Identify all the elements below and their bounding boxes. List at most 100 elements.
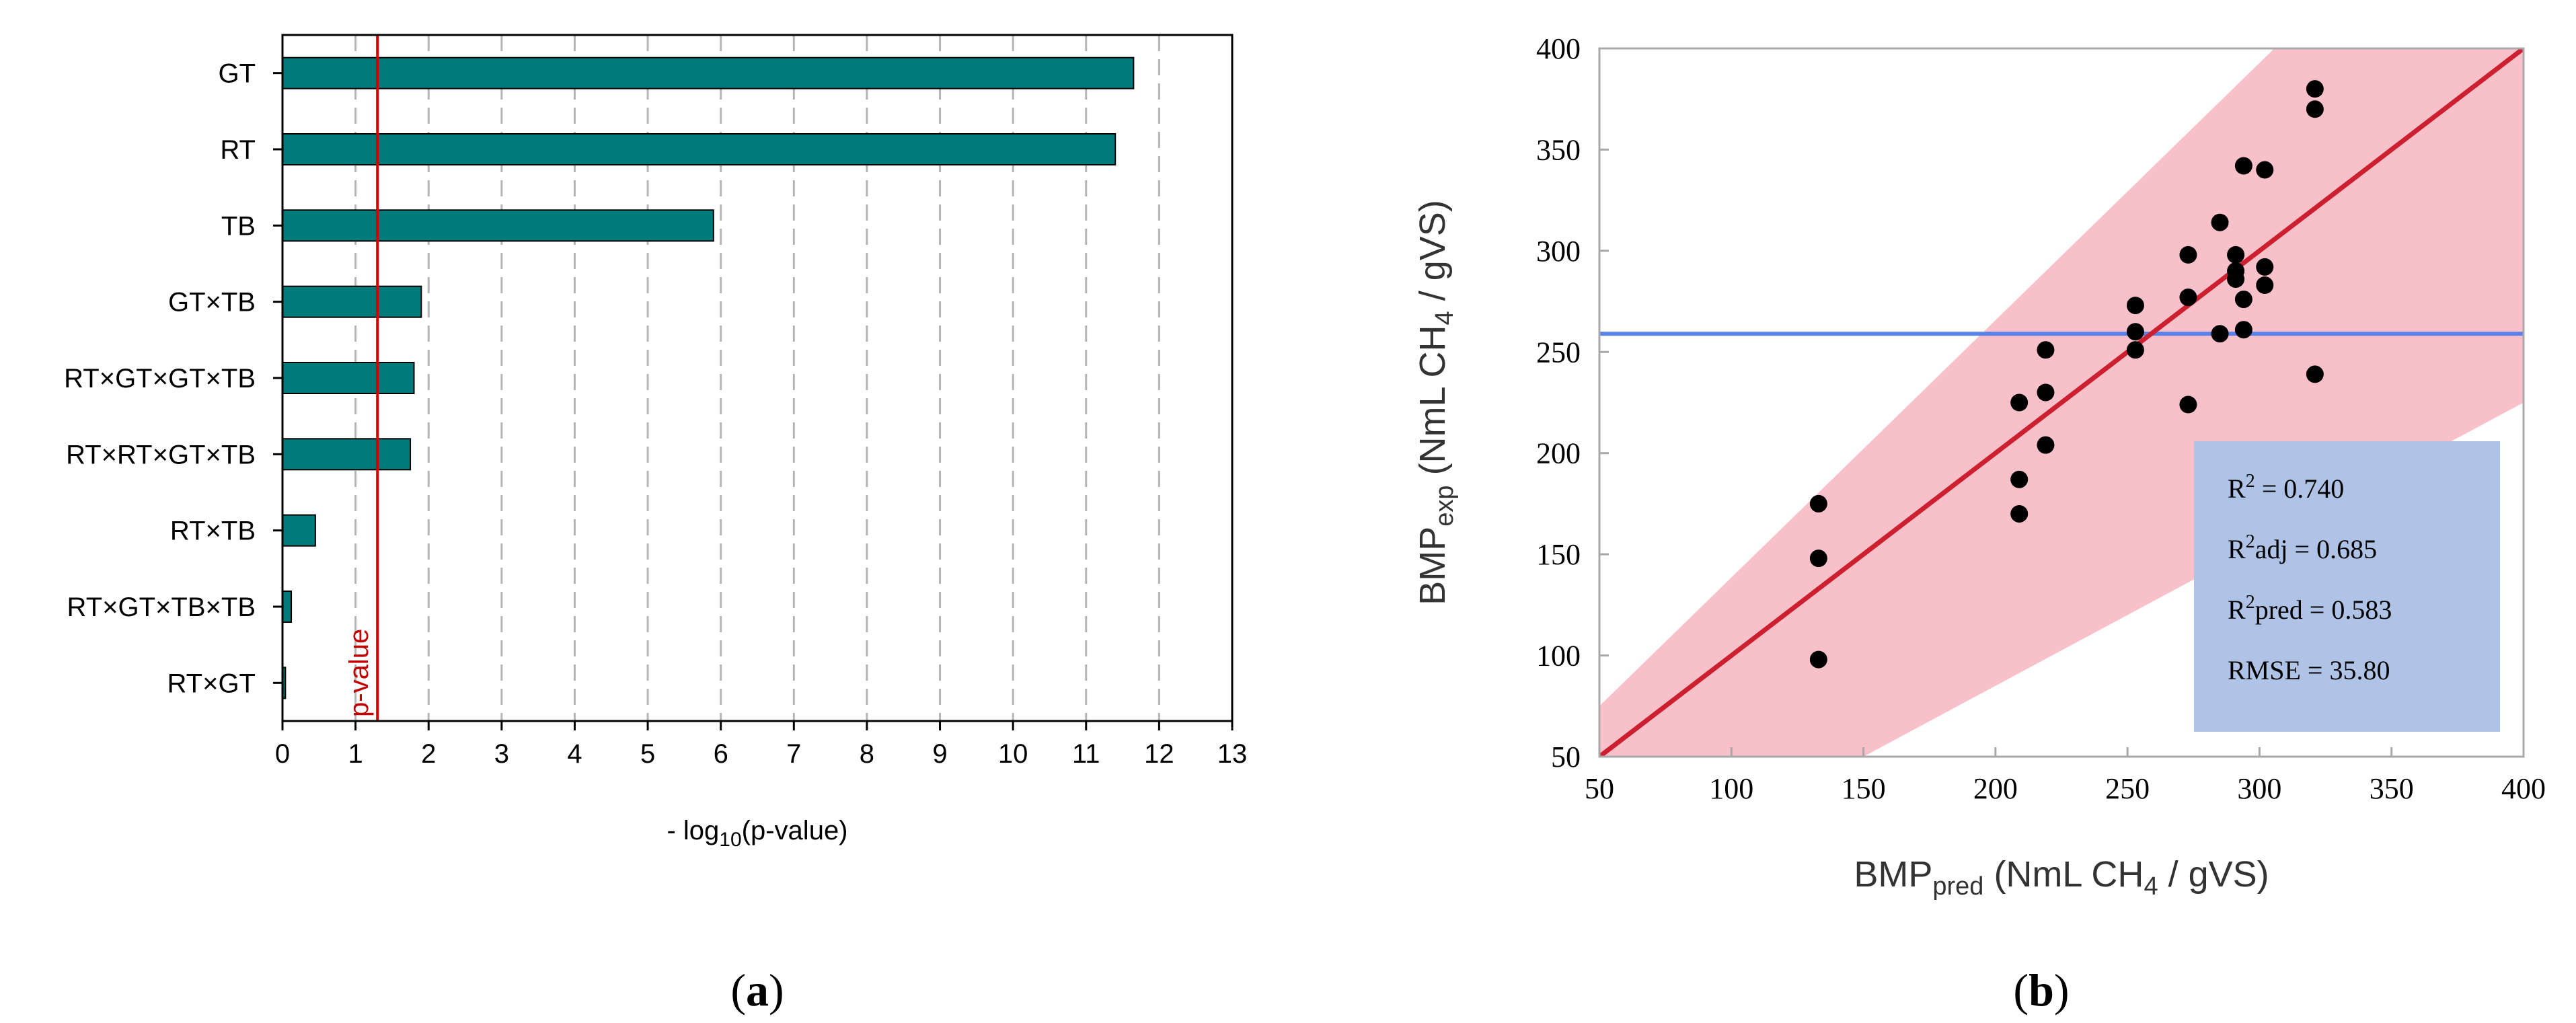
x-tick-label: 50 — [1585, 772, 1614, 805]
panel-label-b: (b) — [2013, 964, 2069, 1016]
x-label-rest: (NmL CH — [1983, 854, 2144, 895]
fit-line — [1599, 48, 2524, 757]
data-point — [2306, 365, 2324, 383]
bar — [282, 209, 714, 242]
bar — [282, 362, 415, 394]
data-point — [1809, 550, 1827, 568]
y-tick-label: 50 — [1551, 741, 1581, 773]
bar-chart-x-axis-label: - log10(p-value) — [667, 816, 847, 851]
x-tick-label: 7 — [786, 739, 801, 769]
bar — [282, 438, 412, 471]
scatter-chart-frame — [1598, 47, 2525, 758]
x-tick-label: 2 — [421, 739, 436, 769]
x-label-subscript: 10 — [719, 829, 741, 851]
data-point — [2227, 270, 2245, 288]
y-tick-label: 400 — [1536, 32, 1581, 65]
stats-symbol: R — [2228, 534, 2246, 564]
y-tick-label: 300 — [1536, 235, 1581, 268]
stats-symbol: R — [2228, 595, 2246, 625]
data-point — [2227, 245, 2245, 264]
p-value-reference-label: p-value — [344, 629, 374, 717]
stats-value: = 0.740 — [2255, 473, 2345, 504]
x-tick-label: 3 — [494, 739, 509, 769]
data-point — [2306, 100, 2324, 118]
scatter-plot-area — [1599, 48, 2524, 757]
data-point — [2234, 321, 2252, 339]
stats-value: adj = 0.685 — [2255, 534, 2377, 564]
bar-chart-panel: p-value GT RT TB GT×TB RT×GT×GT×TB RT×RT×GT×T… — [64, 34, 1247, 1016]
category-label: RT×GT×GT×TB — [64, 364, 256, 393]
data-point — [2234, 157, 2252, 175]
stats-superscript: 2 — [2246, 471, 2255, 492]
category-label: RT×GT — [167, 669, 256, 698]
x-tick-label: 8 — [860, 739, 874, 769]
category-label: RT×RT×GT×TB — [66, 440, 256, 469]
bar — [282, 133, 1116, 165]
data-point — [2211, 325, 2229, 343]
data-point — [2126, 297, 2144, 315]
panel-label-b-letter: b — [2029, 964, 2054, 1016]
data-point — [1809, 650, 1827, 669]
data-point — [2126, 323, 2144, 341]
y-label-sub: exp — [1431, 485, 1459, 526]
x-tick-label: 10 — [998, 739, 1028, 769]
category-label: RT×TB — [170, 517, 256, 546]
bar-chart-x-tick-labels: 0 1 2 3 4 5 6 7 8 9 10 11 12 13 — [275, 721, 1247, 769]
data-point — [2256, 161, 2274, 179]
bar — [282, 514, 316, 547]
x-tick-label: 5 — [640, 739, 655, 769]
x-tick-label: 13 — [1217, 739, 1248, 769]
data-point — [2037, 341, 2055, 359]
x-tick-label: 250 — [2105, 772, 2150, 805]
scatter-y-axis-label: BMPexp (NmL CH4 / gVS) — [1412, 200, 1459, 605]
bar — [282, 591, 293, 623]
y-tick-label: 150 — [1536, 538, 1581, 571]
stats-line: R2 = 0.740 — [2228, 471, 2344, 504]
x-label-prefix: - log — [667, 816, 719, 845]
stats-line: R2pred = 0.583 — [2228, 592, 2392, 625]
x-label-main: BMP — [1854, 854, 1932, 895]
category-label: GT — [218, 59, 256, 89]
scatter-chart-tick-marks — [1598, 47, 2525, 758]
x-tick-label: 0 — [275, 739, 290, 769]
stats-line: RMSE = 35.80 — [2228, 655, 2390, 685]
category-label: GT×TB — [168, 288, 256, 317]
x-tick-label: 300 — [2237, 772, 2281, 805]
stats-value: pred = 0.583 — [2255, 595, 2392, 625]
scatter-chart-y-tick-labels: 50 100 150 200 250 300 350 400 — [1536, 32, 1581, 773]
x-label-sub: pred — [1932, 872, 1983, 901]
data-point — [2126, 341, 2144, 359]
x-tick-label: 6 — [714, 739, 728, 769]
bar — [282, 56, 1135, 89]
x-label-end: / gVS) — [2158, 854, 2269, 895]
x-label-suffix: (p-value) — [742, 816, 848, 845]
data-point — [2010, 470, 2029, 488]
y-tick-label: 250 — [1536, 336, 1581, 369]
scatter-chart-x-tick-labels: 50 100 150 200 250 300 350 400 — [1585, 772, 2546, 805]
stats-superscript: 2 — [2246, 531, 2255, 552]
scatter-x-axis-label: BMPpred (NmL CH4 / gVS) — [1854, 854, 2269, 901]
y-label-rest: (NmL CH — [1412, 325, 1453, 485]
x-tick-label: 150 — [1842, 772, 1886, 805]
bar — [282, 285, 422, 318]
category-label: TB — [221, 211, 256, 241]
scatter-points — [1809, 80, 2324, 669]
y-tick-label: 350 — [1536, 133, 1581, 166]
data-point — [2010, 504, 2029, 523]
stats-line: R2adj = 0.685 — [2228, 531, 2377, 564]
data-point — [2179, 289, 2197, 307]
stats-value: RMSE = 35.80 — [2228, 655, 2390, 685]
x-tick-label: 12 — [1144, 739, 1174, 769]
data-point — [1809, 494, 1827, 513]
x-tick-label: 400 — [2501, 772, 2546, 805]
category-label: RT — [220, 135, 256, 165]
stats-box — [2194, 441, 2500, 732]
y-label-end: / gVS) — [1412, 200, 1453, 311]
data-point — [2179, 245, 2197, 264]
bar-chart-category-labels: GT RT TB GT×TB RT×GT×GT×TB RT×RT×GT×TB RT×TB RT… — [64, 59, 282, 698]
stats-superscript: 2 — [2246, 592, 2255, 613]
bar-chart-gridlines — [354, 35, 1160, 721]
data-point — [2256, 276, 2274, 295]
x-tick-label: 11 — [1072, 739, 1100, 769]
